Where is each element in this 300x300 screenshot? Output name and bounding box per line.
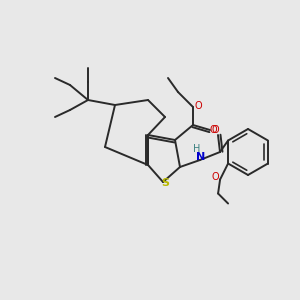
Text: O: O [194,101,202,111]
Text: O: O [209,125,217,135]
Text: O: O [211,172,219,182]
Text: S: S [161,178,169,188]
Text: O: O [211,125,219,135]
Text: N: N [196,152,206,162]
Text: H: H [193,144,201,154]
